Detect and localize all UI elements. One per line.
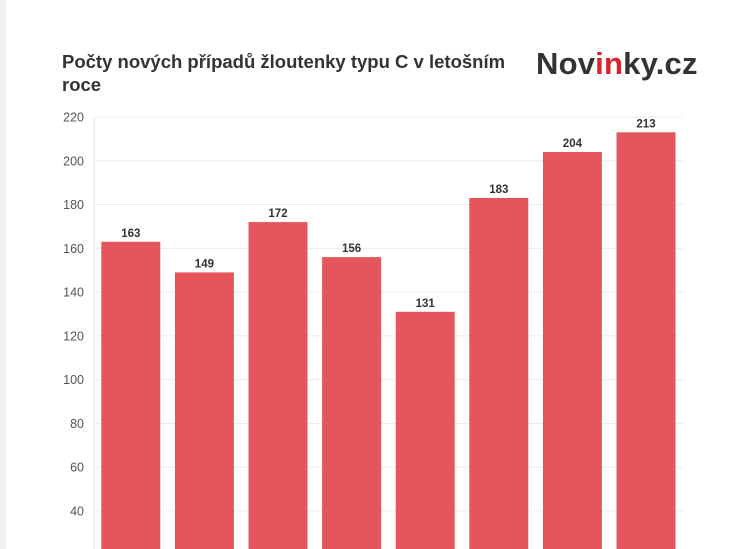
y-axis-ticks: 40 60 80 100 120 140 160 180 200 220	[63, 111, 84, 519]
page-edge	[0, 0, 6, 549]
bar-2[interactable]	[174, 272, 234, 549]
data-label-5: 131	[416, 298, 436, 310]
y-tick-label: 80	[70, 417, 84, 431]
data-label-8: 213	[636, 118, 655, 130]
bars	[101, 132, 676, 549]
bar-8[interactable]	[616, 132, 676, 549]
data-labels: 163 149 172 156 131 183 204 213	[121, 118, 655, 309]
data-label-7: 204	[563, 138, 583, 150]
novinky-logo[interactable]: Novinky.cz	[536, 46, 698, 82]
bar-7[interactable]	[542, 152, 602, 549]
chart-title: Počty nových případů žloutenky typu C v …	[62, 51, 506, 95]
y-tick-label: 120	[63, 329, 84, 343]
y-tick-label: 40	[70, 505, 84, 519]
logo-text-accent: in	[595, 46, 624, 81]
data-label-2: 149	[195, 258, 214, 270]
y-tick-label: 160	[63, 242, 84, 256]
data-label-4: 156	[342, 243, 361, 255]
bar-4[interactable]	[322, 257, 382, 549]
data-label-1: 163	[121, 228, 140, 240]
y-tick-label: 60	[70, 461, 84, 475]
bar-6[interactable]	[469, 197, 529, 549]
bar-1[interactable]	[101, 241, 161, 549]
data-label-3: 172	[268, 208, 287, 220]
y-tick-label: 140	[63, 286, 84, 300]
bar-5[interactable]	[395, 311, 455, 549]
y-tick-label: 200	[63, 154, 84, 168]
y-tick-label: 100	[63, 373, 84, 387]
bar-3[interactable]	[248, 222, 308, 549]
y-tick-label: 180	[63, 198, 84, 212]
logo-text-part3: ky.cz	[623, 46, 698, 81]
y-tick-label: 220	[63, 111, 84, 125]
logo-text-part1: Nov	[536, 46, 596, 81]
data-label-6: 183	[489, 184, 508, 196]
